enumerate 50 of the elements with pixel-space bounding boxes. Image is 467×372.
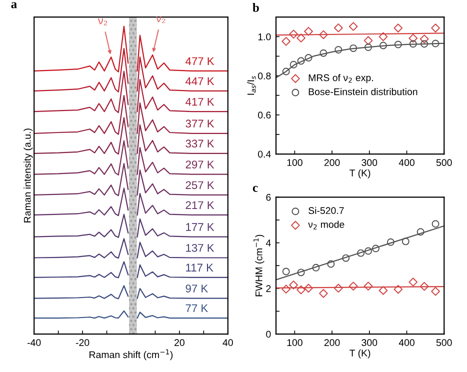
annotation: ν₂ [98, 18, 108, 26]
x-axis-title: T (K) [350, 349, 370, 358]
y-tick-label: 0.4 [258, 150, 271, 158]
y-tick-label: 1.0 [258, 33, 271, 40]
legend-label: Bose-Einstein distribution [308, 88, 418, 96]
y-tick-label: 2 [266, 285, 271, 292]
x-tick-label: -20 [76, 339, 90, 346]
series-label: 257 K [186, 181, 214, 190]
series-label: 417 K [186, 98, 214, 106]
x-tick-label: 300 [362, 339, 378, 346]
x-tick-label: 500 [436, 159, 452, 166]
x-tick-label: 400 [398, 159, 414, 166]
series-label: 477 K [186, 57, 214, 65]
series-label: 117 K [186, 264, 214, 272]
y-tick-label: 0.8 [258, 72, 271, 80]
y-axis-title: Raman intensity (a.u.) [24, 128, 33, 222]
series-label: 377 K [186, 120, 214, 128]
series-label: 137 K [186, 244, 214, 252]
x-tick-label: 200 [324, 339, 340, 346]
x-tick-label: 100 [287, 159, 302, 166]
x-tick-label: 400 [398, 339, 414, 346]
chart-title: c [252, 186, 258, 192]
x-axis-title: T (K) [350, 169, 370, 178]
y-tick-label: 4 [266, 240, 271, 246]
series-label: 337 K [186, 140, 214, 148]
legend-label: ν$_{2}$ mode [308, 220, 344, 230]
y-tick-label: 0 [266, 330, 271, 338]
x-axis-title: Raman shift (cm$^{−1}$) [90, 349, 173, 360]
chart-title: a [11, 2, 17, 8]
annotation: ν₂ [156, 16, 166, 24]
legend-label: Si-520.7 [308, 206, 344, 214]
series-label: 97 K [186, 284, 208, 292]
series-label: 217 K [186, 201, 214, 209]
x-tick-label: 200 [324, 159, 340, 166]
series-label: 447 K [186, 77, 214, 85]
y-axis-title: I$_{as}$/I$_{s}$ [247, 76, 256, 95]
series-label: 177 K [186, 223, 214, 231]
series-label: 297 K [186, 160, 214, 168]
series-label: 77 K [186, 304, 208, 312]
legend-label: MRS of ν$_{2}$ exp. [308, 74, 373, 84]
y-axis-title: FWHM (cm$^{−1}$) [254, 234, 264, 296]
x-tick-label: 500 [436, 339, 452, 346]
x-tick-label: -40 [27, 339, 41, 346]
x-tick-label: 100 [287, 339, 302, 346]
y-tick-label: 6 [266, 194, 271, 201]
y-tick-label: 0.6 [258, 112, 271, 119]
x-tick-label: 300 [362, 159, 378, 166]
x-tick-label: 20 [174, 339, 184, 346]
chart-title: b [252, 3, 259, 12]
x-tick-label: 40 [222, 339, 233, 346]
